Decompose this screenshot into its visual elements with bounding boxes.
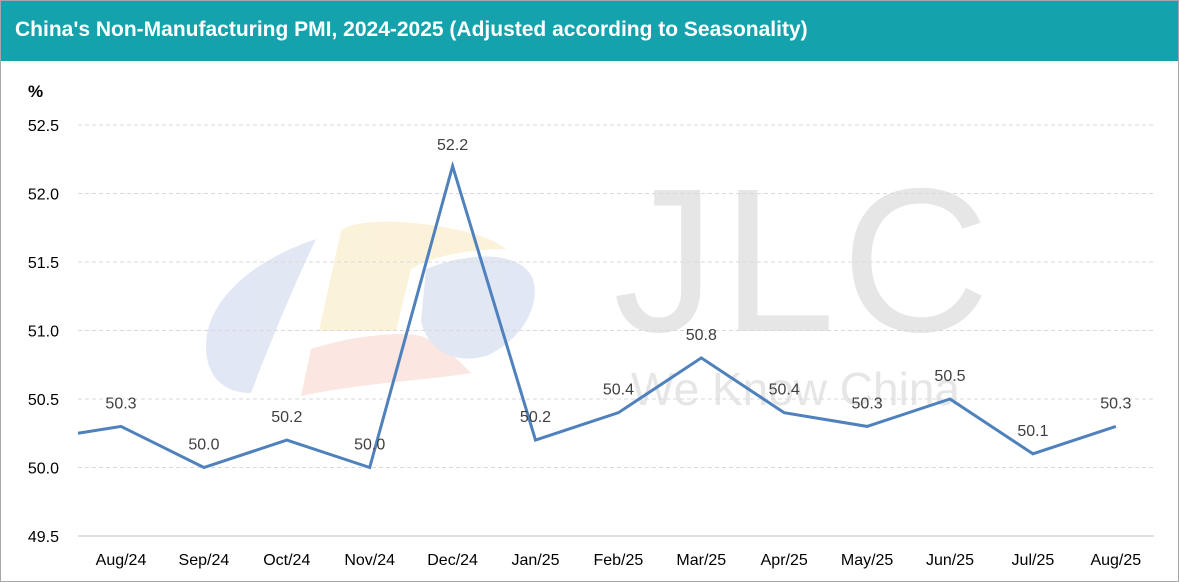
- x-tick-label: Jan/25: [511, 552, 559, 569]
- x-tick-label: Apr/25: [761, 552, 808, 569]
- y-tick-label: 52.0: [28, 187, 59, 204]
- y-tick-label: 50.5: [28, 392, 59, 409]
- y-tick-label: 51.5: [28, 255, 59, 272]
- series-line: [77, 160, 1117, 470]
- x-tick-label: Dec/24: [427, 552, 478, 569]
- watermark-brand: JLC: [613, 146, 996, 375]
- x-tick-label: Feb/25: [593, 552, 643, 569]
- data-label: 50.4: [603, 382, 634, 399]
- x-tick-label: Jul/25: [1012, 552, 1055, 569]
- chart-title: China's Non-Manufacturing PMI, 2024-2025…: [15, 18, 808, 41]
- data-label: 50.2: [271, 409, 302, 426]
- title-bar: China's Non-Manufacturing PMI, 2024-2025…: [1, 1, 1178, 61]
- x-tick-label: Oct/24: [263, 552, 310, 569]
- data-label: 50.3: [1100, 395, 1131, 412]
- data-label: 52.2: [437, 137, 468, 154]
- grid-lines: [78, 124, 1154, 468]
- x-tick-label: May/25: [841, 552, 894, 569]
- x-tick-labels: Aug/24 Sep/24 Oct/24 Nov/24 Dec/24 Jan/25 Feb/…: [96, 552, 1142, 569]
- y-tick-label: 52.5: [28, 118, 59, 135]
- x-tick-label: Nov/24: [344, 552, 395, 569]
- data-label: 50.8: [686, 327, 717, 344]
- data-label: 50.4: [769, 382, 800, 399]
- jlc-logo-icon: [206, 221, 535, 396]
- x-tick-label: Aug/25: [1090, 552, 1141, 569]
- data-label: 50.5: [934, 368, 965, 385]
- x-tick-label: Aug/24: [96, 552, 147, 569]
- watermark-slogan: We Know China: [631, 363, 960, 415]
- y-tick-label: 51.0: [28, 324, 59, 341]
- series-line-path: [77, 160, 1117, 470]
- data-label: 50.0: [188, 437, 219, 454]
- x-tick-label: Mar/25: [676, 552, 726, 569]
- y-tick-labels: 49.5 50.0 50.5 51.0 51.5 52.0 52.5: [28, 118, 59, 546]
- x-tick-label: Jun/25: [926, 552, 974, 569]
- y-tick-label: 50.0: [28, 461, 59, 478]
- data-label: 50.2: [520, 409, 551, 426]
- data-label: 50.0: [354, 437, 385, 454]
- y-tick-label: 49.5: [28, 529, 59, 546]
- data-label: 50.3: [852, 395, 883, 412]
- data-label: 50.1: [1017, 423, 1048, 440]
- x-tick-label: Sep/24: [179, 552, 230, 569]
- data-label: 50.3: [105, 395, 136, 412]
- y-axis-unit-label: %: [28, 82, 43, 101]
- data-labels: 50.3 50.0 50.2 50.0 52.2 50.2 50.4 50.8 50.4 50.3…: [105, 137, 1131, 453]
